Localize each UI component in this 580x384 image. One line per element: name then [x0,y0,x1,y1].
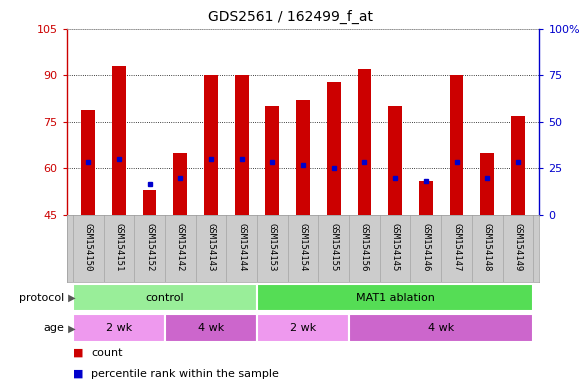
Text: ■: ■ [72,369,83,379]
Bar [173,153,187,215]
Bar [73,284,257,311]
Bar [419,181,433,215]
Bar [357,69,371,215]
Text: MAT1 ablation: MAT1 ablation [356,293,434,303]
Bar [257,284,533,311]
Text: 4 wk: 4 wk [198,323,224,333]
Bar [327,81,340,215]
Text: count: count [91,348,122,358]
Text: ▶: ▶ [65,323,75,333]
Bar [266,106,279,215]
Bar [257,314,349,342]
Text: 2 wk: 2 wk [290,323,316,333]
Text: 2 wk: 2 wk [106,323,132,333]
Text: 4 wk: 4 wk [428,323,454,333]
Text: GSM154155: GSM154155 [329,223,338,271]
Text: percentile rank within the sample: percentile rank within the sample [91,369,279,379]
Text: ■: ■ [72,348,83,358]
Bar [204,75,218,215]
Bar [165,314,257,342]
Text: GSM154143: GSM154143 [206,223,215,271]
Text: GSM154148: GSM154148 [483,223,492,271]
Text: GSM154151: GSM154151 [114,223,124,271]
Text: GSM154152: GSM154152 [145,223,154,271]
Text: GSM154153: GSM154153 [268,223,277,271]
Bar [73,314,165,342]
Text: GSM154154: GSM154154 [299,223,307,271]
Text: age: age [43,323,64,333]
Text: ▶: ▶ [65,293,75,303]
Text: GSM154146: GSM154146 [421,223,430,271]
Text: GSM154145: GSM154145 [391,223,400,271]
Bar [511,116,525,215]
Bar [143,190,157,215]
Text: control: control [146,293,184,303]
Text: protocol: protocol [19,293,64,303]
Text: GSM154144: GSM154144 [237,223,246,271]
Bar [388,106,402,215]
Bar [349,314,533,342]
Text: GDS2561 / 162499_f_at: GDS2561 / 162499_f_at [208,10,372,24]
Bar [235,75,249,215]
Text: GSM154142: GSM154142 [176,223,185,271]
Text: GSM154147: GSM154147 [452,223,461,271]
Bar [296,100,310,215]
Bar [450,75,463,215]
Text: GSM154149: GSM154149 [513,223,523,271]
Text: GSM154156: GSM154156 [360,223,369,271]
Bar [112,66,126,215]
Bar [81,109,95,215]
Bar [480,153,494,215]
Text: GSM154150: GSM154150 [84,223,93,271]
